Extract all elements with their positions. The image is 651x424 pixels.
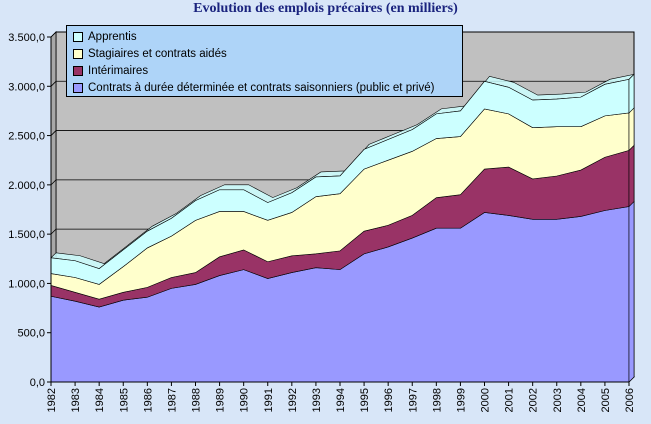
legend-swatch	[73, 65, 83, 76]
legend-swatch	[73, 82, 83, 93]
legend: Apprentis Stagiaires et contrats aidés Int…	[66, 25, 463, 97]
x-tick-label: 2004	[576, 388, 588, 412]
x-tick-label: 1995	[359, 388, 371, 412]
legend-entry: Contrats à durée déterminée et contrats …	[73, 79, 462, 96]
legend-label: Intérimaires	[88, 64, 149, 77]
x-tick-label: 1998	[431, 388, 443, 412]
y-tick-label: 3.000,0	[8, 81, 45, 93]
x-tick-label: 2006	[624, 388, 636, 412]
x-tick-label: 1987	[166, 388, 178, 412]
legend-swatch	[73, 48, 83, 59]
series-side-1	[628, 144, 635, 208]
x-tick-label: 1993	[311, 388, 323, 412]
legend-swatch	[73, 31, 83, 42]
y-tick-label: 2.000,0	[8, 180, 45, 192]
series-side-3	[628, 73, 635, 114]
y-tick-label: 2.500,0	[8, 131, 45, 143]
x-tick-label: 2005	[600, 388, 612, 412]
x-tick-label: 1997	[407, 388, 419, 412]
x-tick-label: 2001	[504, 388, 516, 412]
chart-title: Evolution des emplois précaires (en mill…	[193, 1, 458, 16]
legend-label: Apprentis	[88, 30, 137, 43]
x-tick-label: 1986	[142, 388, 154, 412]
x-tick-label: 1992	[287, 388, 299, 412]
x-tick-label: 1999	[455, 388, 467, 412]
legend-entry: Intérimaires	[73, 62, 462, 79]
x-tick-label: 2002	[528, 388, 540, 412]
y-tick-label: 0,0	[30, 377, 45, 389]
y-tick-label: 1.000,0	[8, 278, 45, 290]
legend-entry: Stagiaires et contrats aidés	[73, 45, 462, 62]
series-side-2	[628, 107, 635, 152]
x-tick-label: 1994	[335, 388, 347, 412]
x-tick-label: 1988	[191, 388, 203, 412]
x-tick-label: 1990	[239, 388, 251, 412]
legend-label: Stagiaires et contrats aidés	[88, 47, 227, 60]
x-tick-label: 1984	[94, 388, 106, 412]
y-tick-label: 1.500,0	[8, 229, 45, 241]
x-tick-label: 1985	[118, 388, 130, 412]
series-side-0	[628, 200, 635, 383]
x-tick-label: 1996	[383, 388, 395, 412]
y-tick-label: 3.500,0	[8, 32, 45, 44]
x-tick-label: 2000	[480, 388, 492, 412]
x-tick-label: 1983	[70, 388, 82, 412]
y-tick-label: 500,0	[17, 328, 45, 340]
x-tick-label: 1989	[215, 388, 227, 412]
x-tick-label: 1982	[46, 388, 58, 412]
x-tick-label: 1991	[263, 388, 275, 412]
x-tick-label: 2003	[552, 388, 564, 412]
legend-entry: Apprentis	[73, 28, 462, 45]
legend-label: Contrats à durée déterminée et contrats …	[88, 81, 435, 94]
